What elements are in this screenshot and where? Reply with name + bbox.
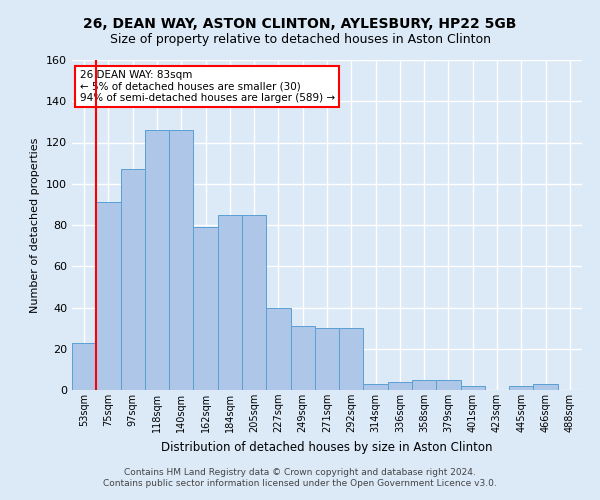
Bar <box>412 380 436 390</box>
Text: 26 DEAN WAY: 83sqm
← 5% of detached houses are smaller (30)
94% of semi-detached: 26 DEAN WAY: 83sqm ← 5% of detached hous… <box>80 70 335 103</box>
Bar <box>72 342 96 390</box>
X-axis label: Distribution of detached houses by size in Aston Clinton: Distribution of detached houses by size … <box>161 440 493 454</box>
Bar <box>266 308 290 390</box>
Bar <box>509 386 533 390</box>
Bar <box>461 386 485 390</box>
Bar <box>436 380 461 390</box>
Text: Size of property relative to detached houses in Aston Clinton: Size of property relative to detached ho… <box>110 32 491 46</box>
Bar <box>315 328 339 390</box>
Bar <box>193 227 218 390</box>
Bar <box>388 382 412 390</box>
Text: 26, DEAN WAY, ASTON CLINTON, AYLESBURY, HP22 5GB: 26, DEAN WAY, ASTON CLINTON, AYLESBURY, … <box>83 18 517 32</box>
Bar <box>169 130 193 390</box>
Bar <box>364 384 388 390</box>
Y-axis label: Number of detached properties: Number of detached properties <box>31 138 40 312</box>
Bar <box>290 326 315 390</box>
Bar <box>339 328 364 390</box>
Bar <box>121 170 145 390</box>
Bar <box>218 214 242 390</box>
Text: Contains HM Land Registry data © Crown copyright and database right 2024.
Contai: Contains HM Land Registry data © Crown c… <box>103 468 497 487</box>
Bar <box>533 384 558 390</box>
Bar <box>96 202 121 390</box>
Bar <box>145 130 169 390</box>
Bar <box>242 214 266 390</box>
